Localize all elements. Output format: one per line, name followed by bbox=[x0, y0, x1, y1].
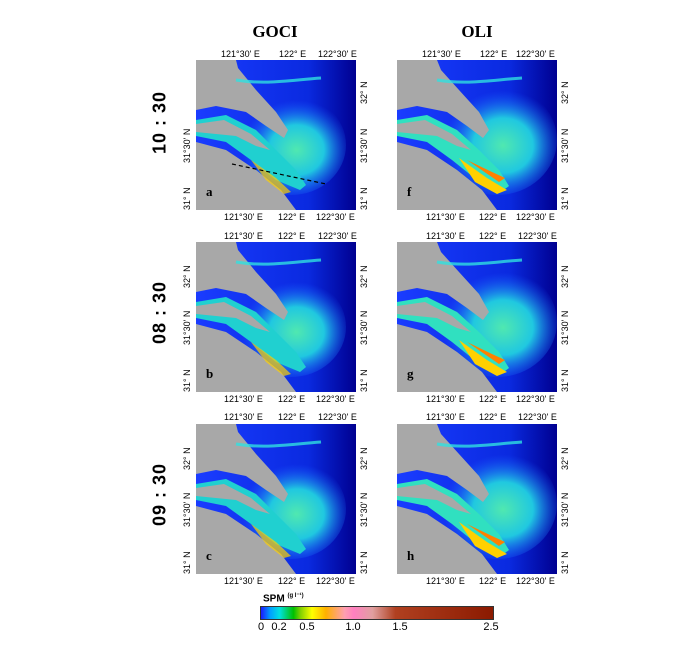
map-panel-b bbox=[196, 242, 356, 392]
lon-tick: 121°30' E bbox=[426, 231, 465, 241]
colorbar-tick: 2.5 bbox=[483, 621, 499, 633]
colorbar-tick: 1.5 bbox=[392, 621, 408, 633]
panel-label-f: f bbox=[407, 184, 412, 199]
lon-tick: 122° E bbox=[480, 49, 508, 59]
lon-tick: 122° E bbox=[278, 412, 306, 422]
lat-tick: 32° N bbox=[560, 265, 570, 288]
lon-tick: 122°30' E bbox=[516, 212, 555, 222]
lat-tick: 31° N bbox=[182, 187, 192, 210]
lat-tick: 31° N bbox=[359, 369, 369, 392]
row-label-1030: 10 : 30 bbox=[149, 90, 170, 155]
lon-tick: 121°30' E bbox=[224, 212, 263, 222]
panel-label-b: b bbox=[206, 366, 214, 381]
lon-tick: 122°30' E bbox=[318, 49, 357, 59]
lon-tick: 122° E bbox=[278, 576, 306, 586]
lat-tick: 31°30' N bbox=[560, 128, 570, 163]
lon-tick: 122° E bbox=[278, 231, 306, 241]
colorbar-tick: 0.2 bbox=[271, 621, 287, 633]
column-title-oli: OLI bbox=[461, 22, 493, 41]
map-panel-g bbox=[397, 242, 557, 392]
lon-tick: 122° E bbox=[278, 212, 306, 222]
row-label-0830: 08 : 30 bbox=[149, 280, 170, 345]
lon-tick: 122° E bbox=[279, 49, 307, 59]
panel-label-c: c bbox=[206, 548, 212, 563]
lat-tick: 31° N bbox=[560, 369, 570, 392]
map-panel-a bbox=[196, 60, 356, 210]
lon-tick: 121°30' E bbox=[426, 412, 465, 422]
panel-label-g: g bbox=[407, 366, 414, 381]
lat-tick: 32° N bbox=[182, 265, 192, 288]
lon-tick: 121°30' E bbox=[426, 576, 465, 586]
lat-tick: 31° N bbox=[359, 187, 369, 210]
lon-tick: 121°30' E bbox=[221, 49, 260, 59]
lon-tick: 122°30' E bbox=[316, 212, 355, 222]
lon-tick: 121°30' E bbox=[426, 394, 465, 404]
lon-tick: 122°30' E bbox=[516, 49, 555, 59]
lat-tick: 32° N bbox=[560, 447, 570, 470]
lat-tick: 31°30' N bbox=[359, 128, 369, 163]
map-panel-f bbox=[397, 60, 557, 210]
colorbar-tick: 0.5 bbox=[299, 621, 315, 633]
lon-tick: 121°30' E bbox=[224, 394, 263, 404]
lon-tick: 122°30' E bbox=[516, 576, 555, 586]
lat-tick: 31°30' N bbox=[182, 128, 192, 163]
lat-tick: 31° N bbox=[182, 369, 192, 392]
colorbar-tick: 0 bbox=[257, 621, 265, 633]
lon-tick: 122° E bbox=[479, 394, 507, 404]
lat-tick: 31° N bbox=[359, 551, 369, 574]
lon-tick: 122° E bbox=[278, 394, 306, 404]
lon-tick: 122°30' E bbox=[316, 394, 355, 404]
map-panel-h bbox=[397, 424, 557, 574]
panel-label-h: h bbox=[407, 548, 415, 563]
lon-tick: 121°30' E bbox=[224, 576, 263, 586]
lat-tick: 31°30' N bbox=[359, 492, 369, 527]
lat-tick: 32° N bbox=[560, 81, 570, 104]
lat-tick: 32° N bbox=[182, 447, 192, 470]
column-title-goci: GOCI bbox=[252, 22, 298, 41]
lat-tick: 32° N bbox=[359, 447, 369, 470]
lon-tick: 122°30' E bbox=[518, 412, 557, 422]
lat-tick: 31° N bbox=[560, 551, 570, 574]
lat-tick: 32° N bbox=[359, 81, 369, 104]
lon-tick: 122°30' E bbox=[318, 412, 357, 422]
lon-tick: 122° E bbox=[479, 412, 507, 422]
map-panel-c bbox=[196, 424, 356, 574]
lon-tick: 121°30' E bbox=[422, 49, 461, 59]
lat-tick: 32° N bbox=[359, 265, 369, 288]
lon-tick: 122° E bbox=[479, 212, 507, 222]
lon-tick: 122°30' E bbox=[318, 231, 357, 241]
lat-tick: 31° N bbox=[560, 187, 570, 210]
lon-tick: 122° E bbox=[479, 231, 507, 241]
lat-tick: 31°30' N bbox=[560, 310, 570, 345]
lon-tick: 122°30' E bbox=[316, 576, 355, 586]
lon-tick: 121°30' E bbox=[224, 231, 263, 241]
lon-tick: 122° E bbox=[479, 576, 507, 586]
lat-tick: 31°30' N bbox=[182, 310, 192, 345]
lat-tick: 31°30' N bbox=[182, 492, 192, 527]
colorbar-title: SPM (g l⁻¹) bbox=[263, 593, 304, 605]
lat-tick: 31°30' N bbox=[359, 310, 369, 345]
panel-label-a: a bbox=[206, 184, 213, 199]
lat-tick: 31°30' N bbox=[560, 492, 570, 527]
colorbar-tick: 1.0 bbox=[345, 621, 361, 633]
transect-line bbox=[231, 163, 327, 185]
row-label-0930: 09 : 30 bbox=[149, 462, 170, 527]
lat-tick: 31° N bbox=[182, 551, 192, 574]
lon-tick: 122°30' E bbox=[516, 394, 555, 404]
lon-tick: 121°30' E bbox=[426, 212, 465, 222]
lon-tick: 121°30' E bbox=[224, 412, 263, 422]
lon-tick: 122°30' E bbox=[518, 231, 557, 241]
colorbar bbox=[260, 606, 494, 620]
